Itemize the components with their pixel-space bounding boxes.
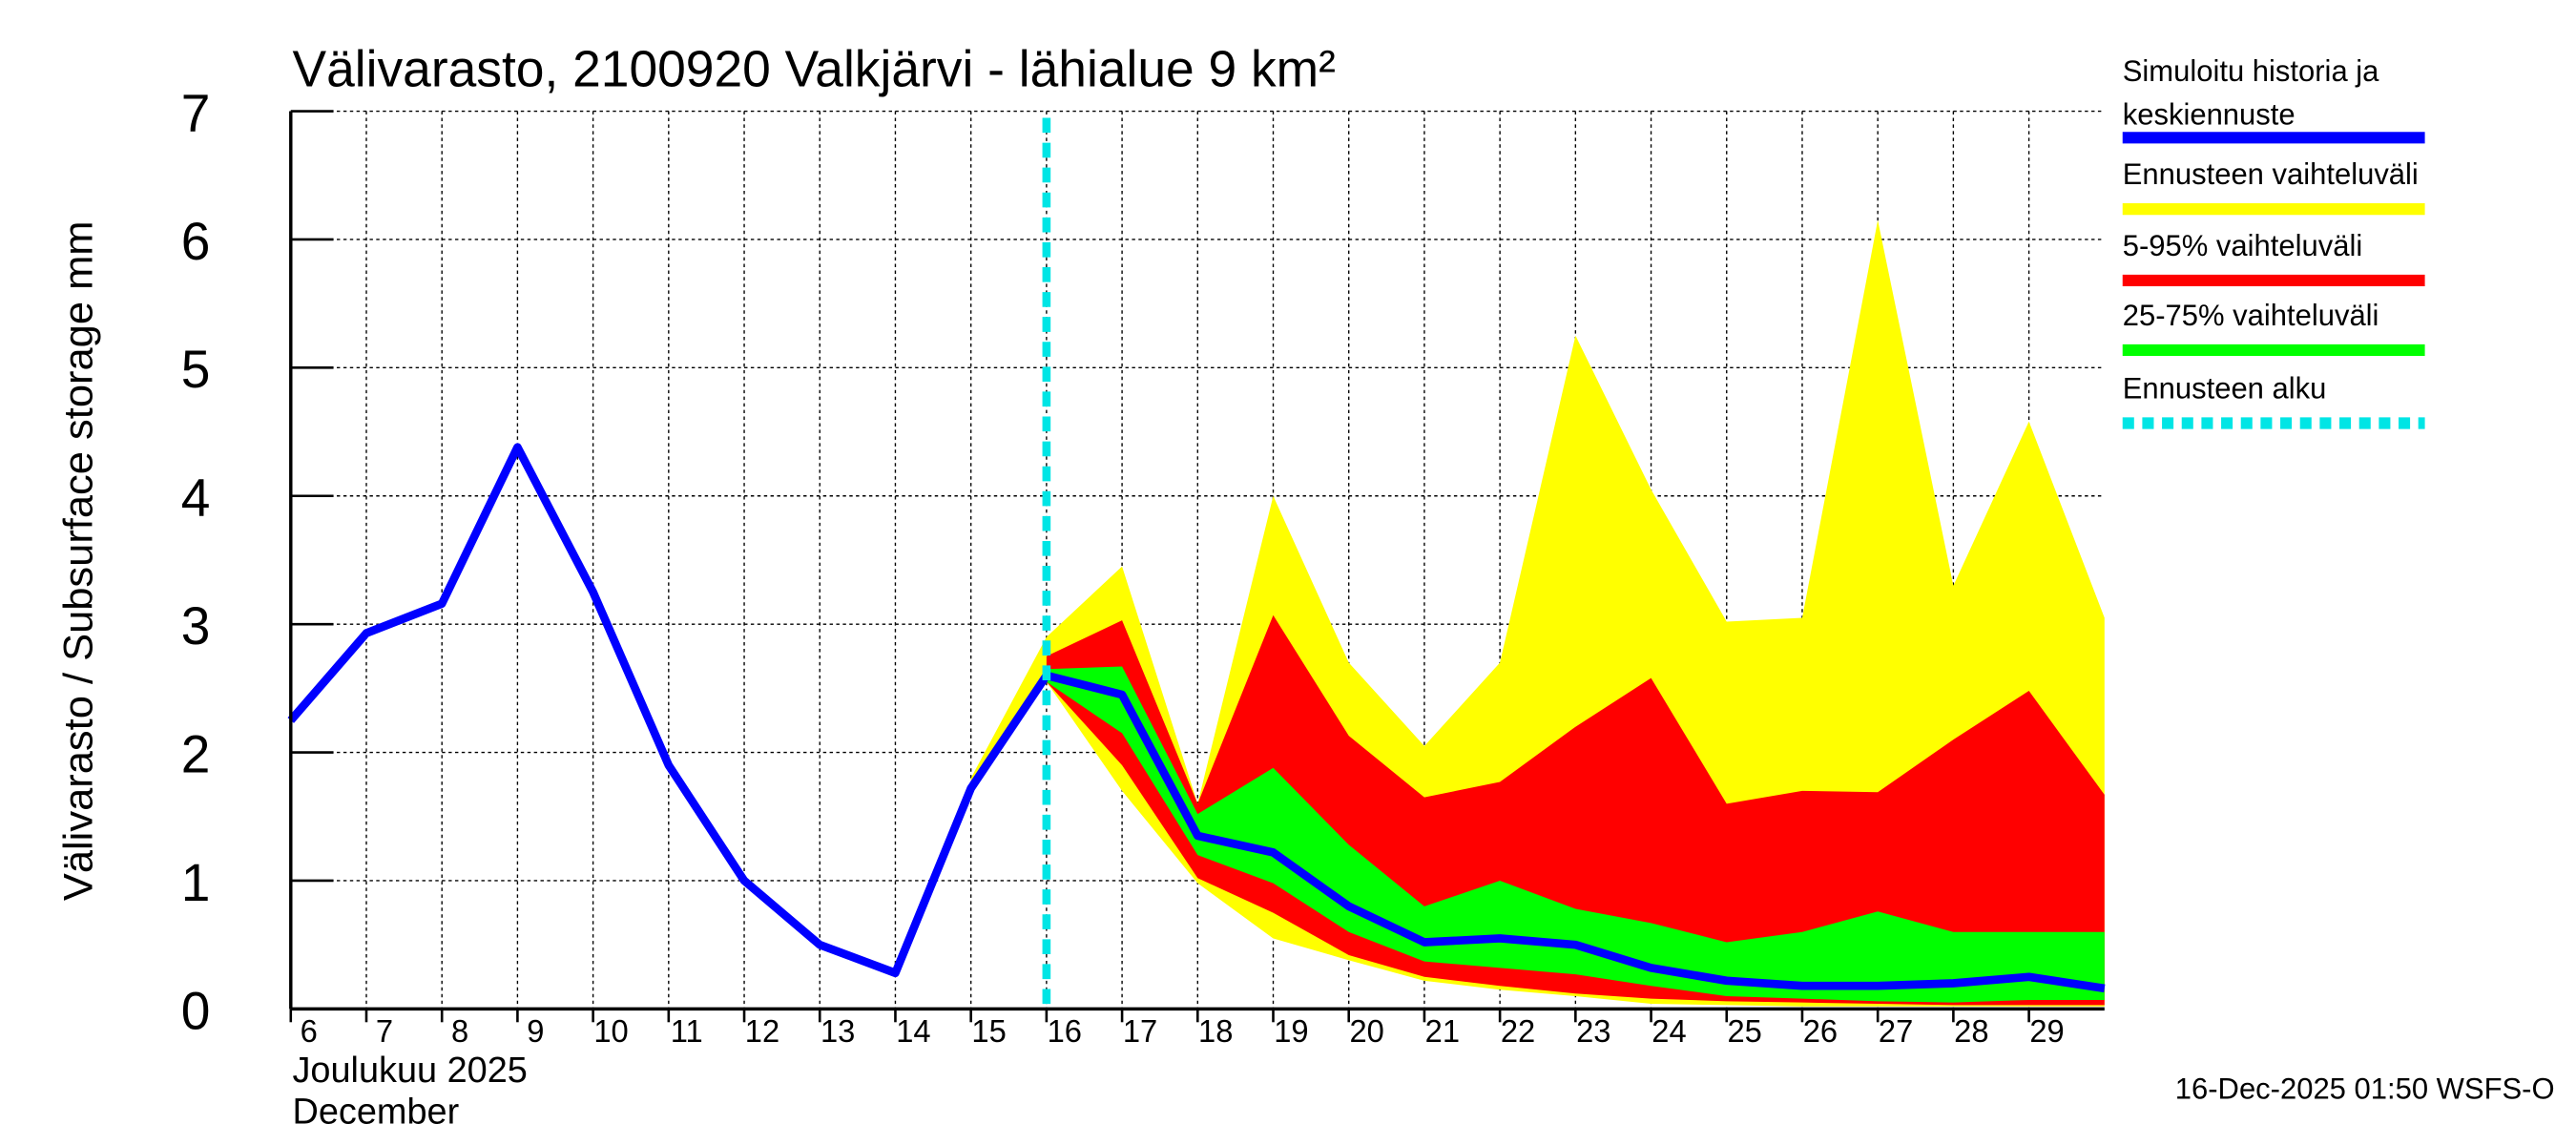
y-tick-label: 2 — [181, 724, 211, 783]
legend: Simuloitu historia ja keskiennuste Ennuste… — [2123, 54, 2425, 429]
x-axis-label-en: December — [293, 1092, 460, 1132]
x-tick-label: 25 — [1728, 1013, 1762, 1049]
x-tick-label: 21 — [1425, 1013, 1460, 1049]
legend-item-range: Ennusteen vaihteluväli — [2123, 157, 2425, 216]
legend-label: Simuloitu historia ja — [2123, 54, 2379, 88]
x-tick-label: 23 — [1576, 1013, 1610, 1049]
p25-75-area — [1046, 666, 2105, 1003]
legend-item-p5_95: 5-95% vaihteluväli — [2123, 229, 2425, 286]
x-tick-label: 10 — [593, 1013, 628, 1049]
x-tick-label: 15 — [971, 1013, 1006, 1049]
x-tick-label: 6 — [301, 1013, 318, 1049]
grid — [290, 110, 2105, 1010]
x-tick-label: 28 — [1954, 1013, 1988, 1049]
x-tick-label: 29 — [2029, 1013, 2064, 1049]
x-tick-label: 9 — [527, 1013, 544, 1049]
chart-title: Välivarasto, 2100920 Valkjärvi - lähialu… — [293, 40, 1336, 97]
y-tick-label: 4 — [181, 468, 211, 527]
y-tick-label: 1 — [181, 853, 211, 912]
legend-label: keskiennuste — [2123, 97, 2296, 131]
x-tick-label: 7 — [376, 1013, 393, 1049]
x-tick-label: 16 — [1048, 1013, 1082, 1049]
x-tick-label: 8 — [451, 1013, 468, 1049]
areas — [970, 219, 2105, 1007]
y-tick-label: 7 — [181, 83, 211, 142]
x-tick-label: 17 — [1123, 1013, 1157, 1049]
x-tick-label: 19 — [1274, 1013, 1308, 1049]
x-tick-label: 13 — [821, 1013, 855, 1049]
legend-item-forecast_start: Ennusteen alku — [2123, 371, 2425, 429]
x-tick-label: 24 — [1652, 1013, 1686, 1049]
x-tick-label: 22 — [1501, 1013, 1535, 1049]
legend-label: 5-95% vaihteluväli — [2123, 229, 2362, 262]
footer-timestamp: 16-Dec-2025 01:50 WSFS-O — [2175, 1072, 2555, 1105]
y-tick-label: 5 — [181, 340, 211, 399]
x-tick-label: 14 — [896, 1013, 930, 1049]
x-tick-label: 11 — [671, 1013, 703, 1049]
legend-label: Ennusteen vaihteluväli — [2123, 157, 2419, 191]
y-tick-label: 0 — [181, 981, 211, 1040]
legend-item-p25_75: 25-75% vaihteluväli — [2123, 299, 2425, 357]
y-axis-label: Välivarasto / Subsurface storage mm — [56, 220, 102, 901]
legend-label: 25-75% vaihteluväli — [2123, 299, 2379, 332]
legend-label: Ennusteen alku — [2123, 371, 2327, 405]
legend-item-median: Simuloitu historia ja keskiennuste — [2123, 54, 2425, 144]
y-tick-label: 3 — [181, 596, 211, 656]
x-tick-label: 26 — [1803, 1013, 1838, 1049]
x-tick-label: 20 — [1349, 1013, 1383, 1049]
x-axis-label-fi: Joulukuu 2025 — [293, 1051, 528, 1091]
x-tick-label: 18 — [1198, 1013, 1233, 1049]
x-tick-label: 12 — [745, 1013, 779, 1049]
x-tick-label: 27 — [1879, 1013, 1913, 1049]
y-tick-label: 6 — [181, 212, 211, 271]
